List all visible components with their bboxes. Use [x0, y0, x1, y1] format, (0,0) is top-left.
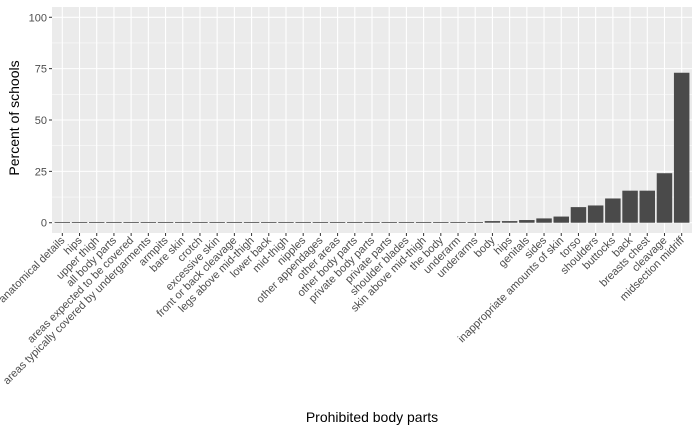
bar	[467, 222, 483, 223]
bar	[519, 220, 535, 223]
bar	[536, 218, 552, 223]
y-tick-label: 100	[29, 12, 47, 24]
y-axis-ticks: 0 25 50 75 100	[29, 12, 52, 230]
bar	[639, 190, 656, 223]
bar	[553, 216, 569, 223]
bar	[587, 205, 604, 223]
bar	[71, 222, 88, 223]
bar	[175, 222, 191, 223]
bar	[381, 222, 397, 223]
y-tick-label: 0	[41, 218, 47, 230]
bar	[570, 207, 587, 223]
bar	[243, 222, 260, 223]
bar	[261, 222, 277, 223]
bar	[656, 173, 673, 223]
bar	[622, 190, 638, 223]
bar	[278, 222, 294, 223]
x-axis-title: Prohibited body parts	[306, 409, 438, 425]
bars	[54, 72, 690, 223]
y-tick-label: 50	[35, 115, 47, 127]
bar	[226, 222, 243, 223]
y-tick-label: 75	[35, 64, 47, 76]
y-tick-label: 25	[35, 166, 47, 178]
y-axis-title: Percent of schools	[6, 60, 22, 175]
bar	[106, 222, 122, 223]
bar	[347, 222, 363, 223]
bar	[398, 222, 415, 223]
bar	[312, 222, 329, 223]
bar	[123, 222, 139, 223]
bar	[673, 72, 690, 223]
bar	[209, 222, 225, 223]
bar	[88, 222, 105, 223]
grid-lines	[52, 7, 692, 233]
bar	[415, 222, 432, 223]
bar	[364, 222, 380, 223]
bar	[484, 221, 501, 223]
bar	[54, 222, 71, 223]
bar	[140, 222, 157, 223]
bar	[433, 222, 449, 223]
bar	[295, 222, 311, 223]
bar	[501, 221, 518, 223]
bar	[605, 198, 621, 223]
bar	[450, 222, 466, 223]
bar	[192, 222, 208, 223]
bar	[329, 222, 346, 223]
bar	[157, 222, 174, 223]
